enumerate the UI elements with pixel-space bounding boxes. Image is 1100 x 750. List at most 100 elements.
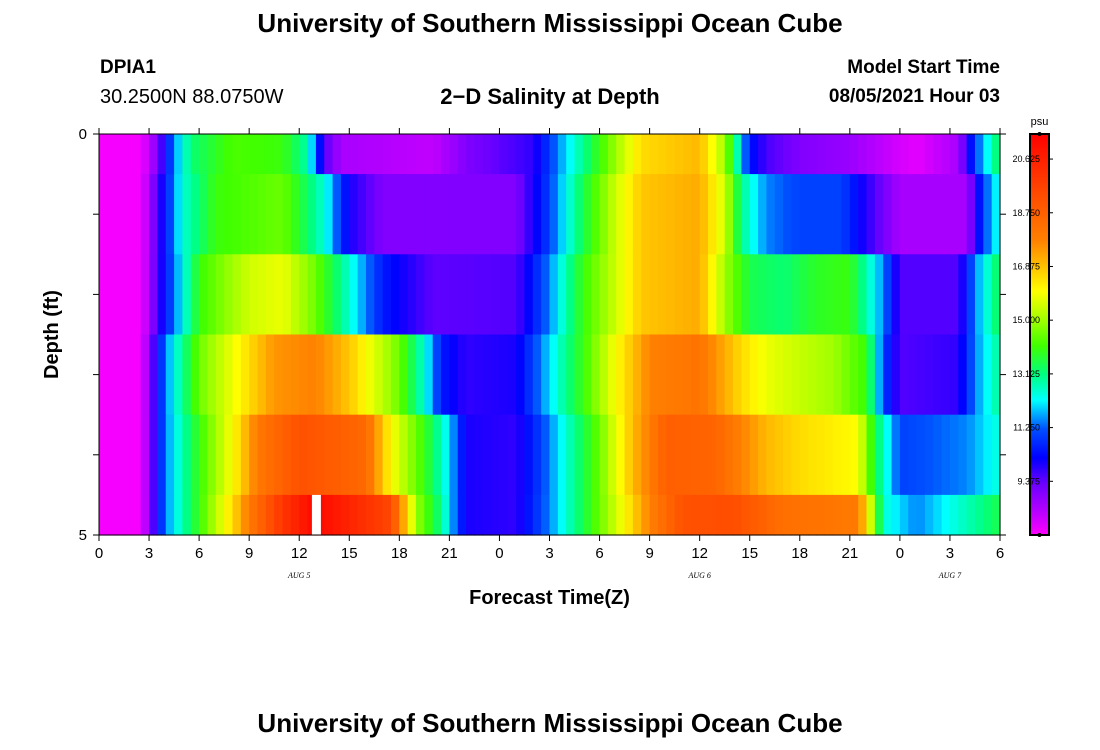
heatmap-cell: [991, 254, 1001, 336]
heatmap-cell: [107, 334, 117, 416]
heatmap-cell: [849, 414, 859, 496]
heatmap-cell: [240, 494, 250, 536]
heatmap-cell: [899, 134, 909, 175]
heatmap-cell: [849, 334, 859, 416]
heatmap-cell: [724, 254, 734, 336]
heatmap-cell: [299, 494, 309, 536]
heatmap-cell: [708, 254, 717, 336]
heatmap-cell: [199, 414, 209, 496]
heatmap-cell: [699, 494, 709, 536]
heatmap-cell: [124, 494, 133, 536]
heatmap-cell: [140, 414, 150, 496]
heatmap-cell: [791, 134, 801, 175]
heatmap-cell: [382, 134, 392, 175]
heatmap-cell: [691, 414, 701, 496]
heatmap-cell: [390, 254, 400, 336]
heatmap-cell: [174, 334, 184, 416]
heatmap-cell: [724, 494, 734, 536]
heatmap-cell: [841, 174, 851, 255]
heatmap-cell: [682, 134, 692, 175]
colorbar-label: 13.125: [1012, 369, 1040, 379]
heatmap-cell: [699, 254, 709, 336]
heatmap-cell: [724, 174, 734, 255]
heatmap-cell: [374, 254, 384, 336]
heatmap-cell: [174, 174, 184, 255]
heatmap-cell: [224, 334, 234, 416]
heatmap-cell: [991, 174, 1001, 255]
heatmap-cell: [657, 414, 667, 496]
heatmap-cell: [474, 334, 484, 416]
heatmap-cell: [432, 334, 442, 416]
heatmap-cell: [833, 134, 843, 175]
heatmap-cell: [549, 174, 559, 255]
x-tick-label: 6: [996, 545, 1004, 562]
heatmap-cell: [916, 134, 926, 175]
heatmap-cell: [374, 494, 384, 536]
heatmap-cell: [441, 254, 450, 336]
heatmap-cell: [708, 414, 717, 496]
heatmap-cell: [124, 414, 133, 496]
heatmap-cell: [249, 414, 259, 496]
heatmap-cell: [349, 174, 359, 255]
heatmap-cell: [265, 174, 275, 255]
heatmap-cell: [616, 414, 626, 496]
x-tick-label: 12: [291, 545, 308, 562]
colorbar-label: 11.250: [1013, 423, 1040, 433]
heatmap-cell: [741, 414, 751, 496]
heatmap-cell: [741, 134, 751, 175]
heatmap-cell: [207, 494, 217, 536]
heatmap-cell: [599, 414, 609, 496]
heatmap-cell: [983, 414, 993, 496]
heatmap-cell: [566, 254, 576, 336]
heatmap-cell: [190, 414, 200, 496]
heatmap-cell: [299, 174, 309, 255]
heatmap-cell: [624, 254, 634, 336]
heatmap-cell: [132, 414, 142, 496]
heatmap-cell: [457, 174, 467, 255]
heatmap-cell: [649, 134, 659, 175]
chart-subtitle: 2−D Salinity at Depth: [440, 84, 660, 109]
heatmap-cell: [257, 254, 267, 336]
heatmap-cell: [699, 414, 709, 496]
heatmap-cell: [891, 134, 901, 175]
heatmap-cell: [916, 174, 926, 255]
heatmap-cell: [783, 494, 793, 536]
heatmap-cell: [791, 174, 801, 255]
heatmap-cell: [332, 494, 342, 536]
heatmap-cell: [432, 134, 442, 175]
heatmap-cell: [616, 174, 626, 255]
heatmap-cell: [774, 494, 784, 536]
heatmap-cell: [182, 414, 192, 496]
heatmap-cell: [215, 254, 225, 336]
heatmap-cell: [766, 494, 776, 536]
heatmap-cell: [124, 254, 133, 336]
heatmap-cell: [224, 414, 234, 496]
x-tick-label: 15: [341, 545, 358, 562]
heatmap-cell: [924, 334, 934, 416]
heatmap-cell: [733, 254, 742, 336]
heatmap-cell: [124, 134, 133, 175]
heatmap-cell: [482, 414, 492, 496]
heatmap-cell: [382, 174, 392, 255]
y-tick-label: 0: [79, 126, 87, 143]
heatmap-cell: [582, 134, 592, 175]
heatmap-cell: [299, 334, 309, 416]
heatmap-cell: [808, 254, 818, 336]
x-tick-label: 18: [391, 545, 408, 562]
heatmap-cell: [816, 134, 826, 175]
heatmap-cell: [758, 134, 767, 175]
heatmap-cell: [741, 334, 751, 416]
heatmap-cell: [157, 334, 167, 416]
date-label: AUG 7: [938, 571, 962, 580]
heatmap-cell: [641, 254, 651, 336]
heatmap-cell: [449, 334, 459, 416]
heatmap-cell: [207, 174, 217, 255]
heatmap-cell: [607, 134, 617, 175]
heatmap-cell: [883, 134, 893, 175]
heatmap-cell: [165, 174, 175, 255]
heatmap-cell: [299, 414, 309, 496]
heatmap-cell: [916, 414, 926, 496]
heatmap-cell: [541, 494, 551, 536]
heatmap-cell: [524, 174, 534, 255]
